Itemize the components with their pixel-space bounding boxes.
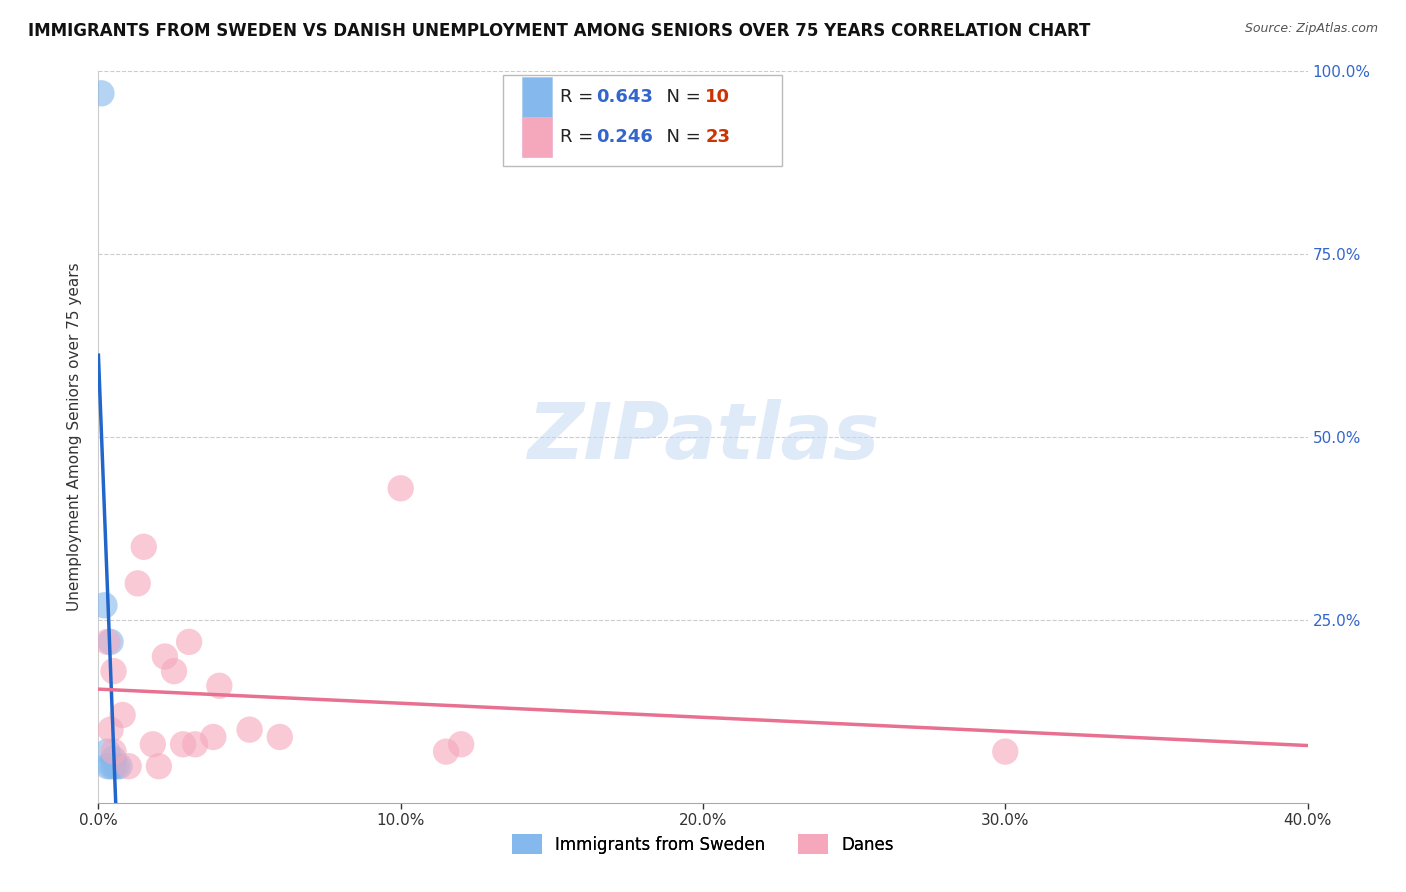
Point (208, 679, 231, 693)
Point (103, 759, 125, 773)
Point (148, 759, 170, 773)
Point (172, 737, 194, 751)
Point (269, 730, 291, 744)
FancyBboxPatch shape (522, 117, 553, 158)
Text: R =: R = (561, 128, 599, 146)
Point (108, 759, 131, 773)
Point (100, 759, 122, 773)
Text: N =: N = (655, 87, 706, 105)
Point (103, 745, 125, 759)
Point (132, 540, 155, 554)
Point (100, 723, 122, 737)
Text: ZIPatlas: ZIPatlas (527, 399, 879, 475)
Text: 0.643: 0.643 (596, 87, 654, 105)
Text: R =: R = (561, 87, 599, 105)
Point (163, 664, 186, 678)
Point (96, 759, 118, 773)
Point (103, 752, 125, 766)
Text: 0.246: 0.246 (596, 128, 654, 146)
Point (179, 635, 201, 649)
Point (96, 635, 118, 649)
Point (93, 599, 115, 613)
Point (239, 723, 262, 737)
Point (450, 737, 472, 751)
Text: IMMIGRANTS FROM SWEDEN VS DANISH UNEMPLOYMENT AMONG SENIORS OVER 75 YEARS CORREL: IMMIGRANTS FROM SWEDEN VS DANISH UNEMPLO… (28, 22, 1091, 40)
Point (434, 745, 457, 759)
Point (100, 635, 122, 649)
Point (118, 759, 141, 773)
Point (202, 730, 225, 744)
Point (127, 576, 149, 591)
Point (105, 759, 128, 773)
Point (90, 87, 112, 101)
Point (153, 649, 176, 664)
Point (994, 745, 1017, 759)
Y-axis label: Unemployment Among Seniors over 75 years: Unemployment Among Seniors over 75 years (67, 263, 83, 611)
Text: N =: N = (655, 128, 706, 146)
Text: Source: ZipAtlas.com: Source: ZipAtlas.com (1244, 22, 1378, 36)
Point (142, 737, 165, 751)
Text: 10: 10 (706, 87, 731, 105)
FancyBboxPatch shape (522, 77, 553, 117)
Text: 23: 23 (706, 128, 731, 146)
Point (111, 708, 134, 723)
Point (96, 745, 118, 759)
Point (184, 737, 207, 751)
FancyBboxPatch shape (503, 75, 782, 167)
Point (103, 664, 125, 678)
Point (389, 481, 412, 495)
Legend: Immigrants from Sweden, Danes: Immigrants from Sweden, Danes (505, 828, 901, 860)
